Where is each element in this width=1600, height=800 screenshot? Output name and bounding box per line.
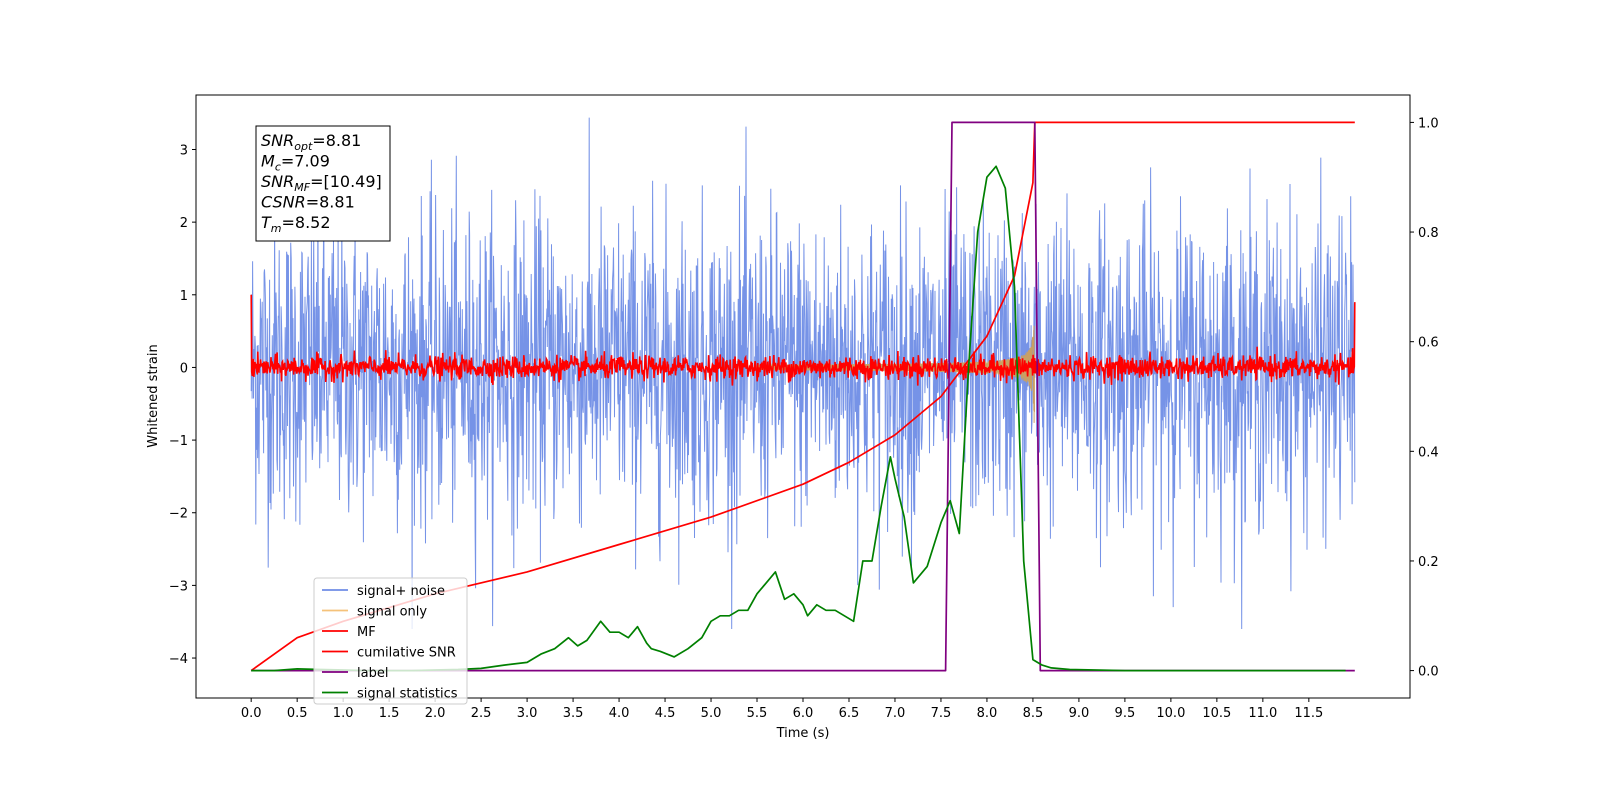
x-tick-label: 9.5: [1115, 706, 1136, 721]
x-tick-label: 9.0: [1069, 706, 1090, 721]
x-tick-label: 5.5: [747, 706, 768, 721]
x-tick-label: 7.0: [885, 706, 906, 721]
series-signal-statistics: [251, 165, 1346, 672]
y2-tick-label: 0.0: [1418, 665, 1439, 680]
x-tick-label: 0.0: [241, 706, 262, 721]
legend-frame: [313, 577, 468, 705]
x-tick-label: 11.0: [1248, 706, 1277, 721]
stats-annotation-box: SNRopt=8.81Mc=7.09SNRMF=[10.49]CSNR=8.81…: [255, 125, 391, 242]
x-tick-label: 1.5: [379, 706, 400, 721]
x-tick-label: 6.5: [839, 706, 860, 721]
annotation-line: SNRMF=[10.49]: [261, 172, 382, 194]
x-tick-label: 7.5: [931, 706, 952, 721]
legend-label: signal only: [357, 605, 427, 620]
x-tick-label: 1.0: [333, 706, 354, 721]
legend-label: label: [357, 666, 388, 681]
y-axis-right: 1.0 0.8 0.6 0.4 0.2 0.0: [1410, 116, 1439, 680]
annotation-line: SNRopt=8.81: [261, 131, 361, 153]
x-axis-label: Time (s): [776, 726, 830, 741]
annotation-line: CSNR=8.81: [261, 193, 355, 212]
x-tick-label: 8.0: [977, 706, 998, 721]
x-tick-label: 10.0: [1156, 706, 1185, 721]
y2-tick-label: 1.0: [1418, 116, 1439, 131]
y-axis-label: Whitened strain: [146, 344, 161, 447]
y2-tick-label: 0.4: [1418, 445, 1439, 460]
x-tick-label: 5.0: [701, 706, 722, 721]
legend: signal+ noise signal only MF cumilative SNR…: [313, 577, 468, 705]
legend-label: cumilative SNR: [357, 646, 456, 661]
annotation-frame: [255, 125, 391, 242]
x-tick-label: 8.5: [1023, 706, 1044, 721]
y-tick-label: −3: [169, 579, 188, 594]
annotation-line: Tm=8.52: [261, 213, 331, 235]
x-tick-label: 10.5: [1202, 706, 1231, 721]
y2-tick-label: 0.2: [1418, 555, 1439, 570]
x-tick-label: 11.5: [1294, 706, 1323, 721]
x-tick-label: 3.0: [517, 706, 538, 721]
x-axis: 0.0 0.5 1.0 1.5 2.0 2.5 3.0 3.5 4.0 4.5 5.0 5.5 6.0 6…: [241, 698, 1323, 721]
x-tick-label: 6.0: [793, 706, 814, 721]
legend-label: signal+ noise: [357, 584, 445, 599]
y-axis-left: 3 2 1 0 −1 −2 −3 −4: [169, 143, 196, 667]
y-tick-label: −4: [169, 652, 188, 667]
x-tick-label: 2.0: [425, 706, 446, 721]
y-tick-label: −1: [169, 434, 188, 449]
annotation-line: Mc=7.09: [261, 152, 330, 174]
series-mf: [250, 294, 1356, 386]
x-tick-label: 4.0: [609, 706, 630, 721]
x-tick-label: 3.5: [563, 706, 584, 721]
y-tick-label: 1: [180, 289, 188, 304]
y-tick-label: 3: [180, 143, 188, 158]
y-tick-label: 0: [180, 361, 188, 376]
y2-tick-label: 0.8: [1418, 226, 1439, 241]
y-tick-label: 2: [180, 216, 188, 231]
x-tick-label: 2.5: [471, 706, 492, 721]
y2-tick-label: 0.6: [1418, 336, 1439, 351]
legend-label: MF: [357, 625, 376, 640]
legend-label: signal statistics: [357, 687, 458, 702]
y-tick-label: −2: [169, 507, 188, 522]
x-tick-label: 4.5: [655, 706, 676, 721]
x-tick-label: 0.5: [287, 706, 308, 721]
